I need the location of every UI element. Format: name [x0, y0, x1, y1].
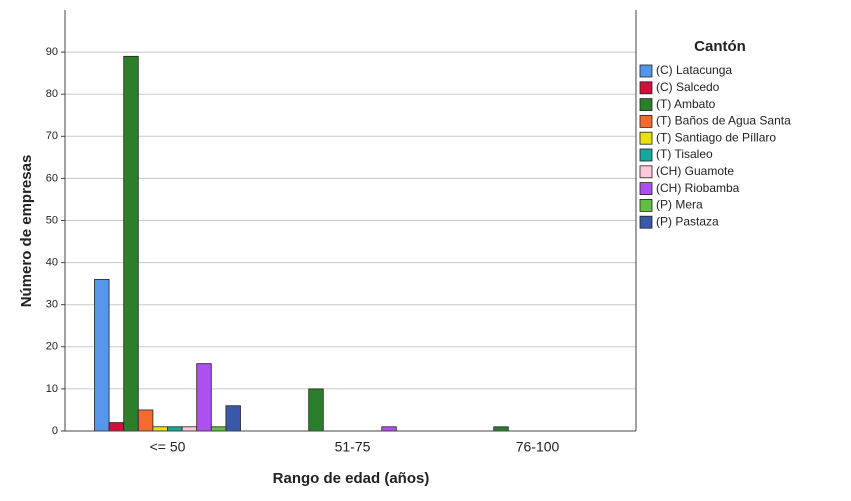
bar: [94, 279, 110, 432]
y-axis-title: Número de empresas: [18, 155, 35, 308]
legend-label: (T) Tisaleo: [656, 147, 713, 161]
bar: [225, 405, 241, 432]
legend-label: (CH) Riobamba: [656, 181, 740, 195]
bar: [493, 426, 509, 432]
legend-label: (T) Baños de Agua Santa: [656, 114, 791, 128]
x-tick-label: <= 50: [150, 439, 186, 455]
legend-swatch: [639, 98, 653, 111]
y-tick-label: 20: [46, 341, 58, 353]
bar: [108, 422, 125, 432]
legend-label: (C) Latacunga: [656, 63, 732, 77]
legend-swatch: [639, 131, 653, 145]
y-tick-label: 60: [46, 172, 58, 184]
bar: [210, 426, 227, 432]
y-tick-label: 50: [46, 214, 58, 226]
legend-title: Cantón: [694, 38, 746, 55]
bar: [181, 426, 198, 432]
y-tick-label: 90: [46, 46, 58, 58]
x-axis-title: Rango de edad (años): [273, 470, 430, 487]
x-tick-label: 51-75: [335, 439, 371, 455]
legend-swatch: [639, 148, 653, 162]
legend-label: (P) Pastaza: [656, 214, 719, 228]
y-tick-label: 30: [46, 299, 58, 311]
legend-swatch: [639, 115, 653, 128]
bar: [123, 55, 139, 432]
y-tick-label: 0: [52, 425, 58, 437]
legend-label: (C) Salcedo: [656, 80, 720, 94]
bar: [308, 388, 324, 432]
legend-swatch: [639, 64, 653, 78]
legend-label: (CH) Guamote: [656, 164, 734, 178]
legend-swatch: [639, 198, 653, 212]
bar: [196, 363, 212, 432]
y-tick-label: 70: [46, 130, 58, 142]
y-tick-label: 40: [46, 257, 58, 269]
legend-swatch: [639, 81, 653, 95]
bar: [167, 426, 183, 432]
legend-label: (T) Ambato: [656, 97, 716, 111]
legend-swatch: [639, 215, 653, 229]
y-tick-label: 10: [46, 383, 58, 395]
legend-label: (P) Mera: [656, 198, 703, 212]
legend-swatch: [639, 165, 653, 179]
legend-swatch: [639, 182, 653, 196]
y-tick-label: 80: [46, 88, 58, 100]
legend-label: (T) Santiago de Píllaro: [656, 130, 776, 144]
bar: [137, 409, 154, 432]
bar: [152, 426, 168, 432]
x-tick-label: 76-100: [516, 439, 560, 455]
bar: [381, 426, 397, 432]
